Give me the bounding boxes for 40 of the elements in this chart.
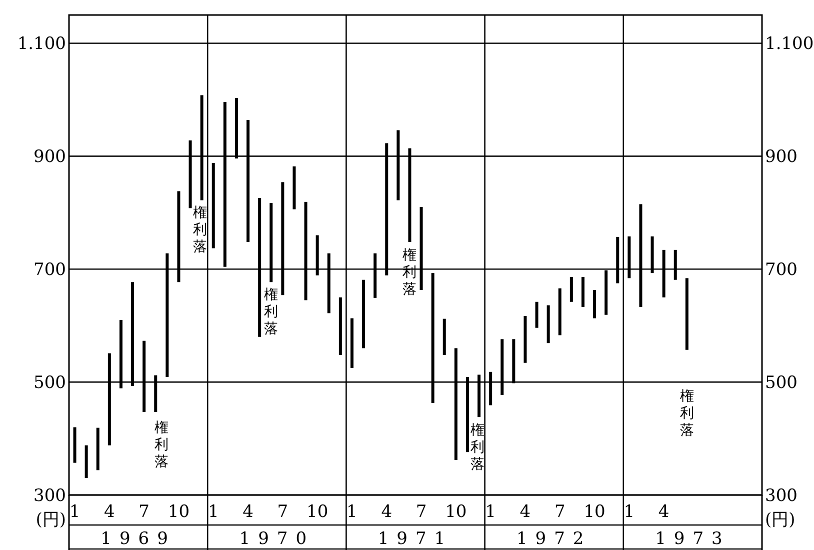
y2-axis-title: (円) <box>765 510 796 530</box>
x-tick-label: 1 <box>208 502 219 522</box>
x-tick-label: 10 <box>584 502 606 522</box>
annotation: 権利落 <box>470 422 484 473</box>
text: 1971 <box>378 529 454 549</box>
annotation: 権利落 <box>193 205 208 256</box>
x-tick-label: 4 <box>104 502 115 522</box>
x-tick-label: 1 <box>624 502 635 522</box>
y-tick-label: 300 <box>34 486 66 506</box>
x-tick-label: 4 <box>242 502 254 522</box>
text: 1972 <box>516 529 592 549</box>
x-tick-label: 7 <box>138 502 150 522</box>
x-tick-label: 1 <box>69 502 80 522</box>
x-tick-label: 7 <box>416 502 427 522</box>
x-tick-label: 4 <box>381 502 392 522</box>
x-tick-label: 1 <box>485 502 496 522</box>
x-tick-label: 4 <box>520 502 531 522</box>
x-tick-label: 4 <box>658 502 670 522</box>
y-tick-label: 500 <box>34 373 66 394</box>
y2-tick-label: 1.100 <box>765 34 814 54</box>
text: 1973 <box>655 529 730 549</box>
x-tick-label: 10 <box>168 502 190 522</box>
y2-tick-label: 300 <box>765 486 798 506</box>
text: 1970 <box>239 529 315 549</box>
annotation: 権利落 <box>264 287 278 338</box>
y2-tick-label: 500 <box>765 373 798 394</box>
y-tick-label: 900 <box>34 147 66 168</box>
y-axis-title: (円) <box>36 510 66 530</box>
text: 1969 <box>100 529 176 549</box>
x-tick-label: 7 <box>554 502 566 522</box>
annotation: 権利落 <box>154 420 168 470</box>
x-tick-label: 1 <box>346 502 358 522</box>
y-tick-label: 700 <box>34 260 66 280</box>
x-tick-label: 10 <box>445 502 467 522</box>
y2-tick-label: 900 <box>765 147 798 168</box>
annotation: 権利落 <box>680 388 694 439</box>
x-tick-label: 7 <box>277 502 288 522</box>
x-tick-label: 10 <box>306 502 328 522</box>
y2-tick-label: 700 <box>765 260 798 280</box>
y-tick-label: 1.100 <box>17 34 66 54</box>
